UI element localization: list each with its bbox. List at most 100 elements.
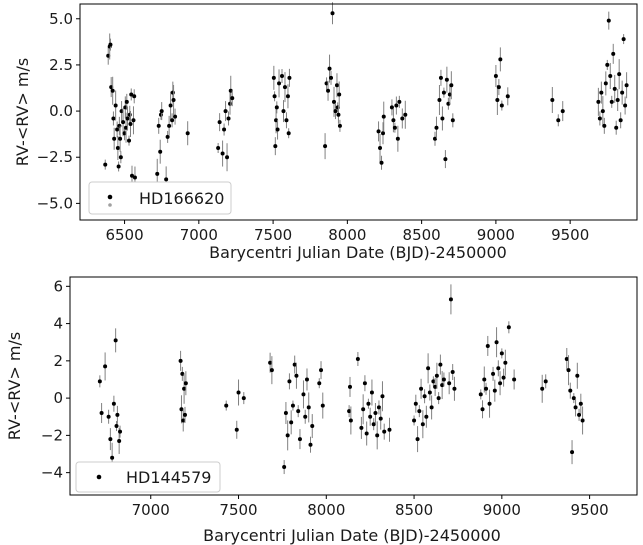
data-point <box>499 103 504 108</box>
data-point <box>603 81 608 86</box>
data-point <box>424 414 429 419</box>
data-point <box>103 364 108 369</box>
data-point <box>431 379 436 384</box>
data-point <box>127 112 132 117</box>
data-point <box>495 98 500 102</box>
data-point <box>121 120 126 125</box>
data-point <box>275 127 280 132</box>
data-point <box>624 83 629 88</box>
data-point <box>290 403 295 408</box>
y-ticks: −4 −2 0 2 4 6 <box>41 277 70 482</box>
data-point <box>597 116 602 121</box>
data-point <box>441 90 446 95</box>
data-point <box>124 99 129 104</box>
y-axis-label: RV-<RV> m/s <box>13 58 32 166</box>
data-point <box>491 371 496 376</box>
data-point <box>241 396 246 401</box>
data-point <box>427 390 432 395</box>
data-point <box>271 75 276 80</box>
chart-panel-hd166620: 6500 7000 7500 8000 8500 9000 9500 −5.0 −2.5 0.0… <box>13 2 638 262</box>
data-point <box>368 414 373 419</box>
data-point <box>609 99 614 104</box>
data-point <box>485 343 490 348</box>
data-point <box>220 151 225 156</box>
data-point <box>272 94 277 99</box>
data-point <box>155 171 160 176</box>
data-point <box>222 127 227 132</box>
data-point <box>362 381 367 386</box>
data-point <box>125 116 130 121</box>
data-point <box>448 297 453 302</box>
data-point <box>605 62 610 67</box>
data-point <box>329 75 334 80</box>
data-point <box>381 131 386 136</box>
data-point <box>612 86 617 91</box>
data-point <box>301 392 306 397</box>
data-point <box>575 373 580 378</box>
data-point <box>433 384 438 389</box>
x-tick-label: 7000 <box>180 226 218 244</box>
data-point <box>550 98 555 102</box>
data-point <box>99 411 104 416</box>
data-point <box>103 162 108 167</box>
data-point <box>415 437 420 442</box>
data-point <box>440 116 445 121</box>
data-point <box>129 173 134 178</box>
y-ticks: −5.0 −2.5 0.0 2.5 5.0 <box>37 10 80 212</box>
data-point <box>487 401 492 406</box>
data-point <box>323 144 328 149</box>
data-point <box>112 136 117 141</box>
data-point <box>156 123 161 128</box>
data-point <box>452 386 457 391</box>
data-point <box>420 422 425 427</box>
y-tick-label: −2 <box>41 426 63 444</box>
legend-marker <box>96 474 102 480</box>
data-point <box>225 155 230 160</box>
plot-frame <box>79 3 638 221</box>
data-point <box>391 118 396 123</box>
data-point <box>111 401 116 406</box>
y-tick-label: 2.5 <box>49 56 73 74</box>
data-point <box>484 386 489 391</box>
data-point <box>355 356 360 361</box>
data-point <box>183 381 188 386</box>
y-tick-label: 4 <box>53 315 63 333</box>
data-point <box>449 83 454 88</box>
data-point <box>571 396 576 401</box>
data-point <box>268 360 273 365</box>
data-point <box>327 66 332 71</box>
data-point <box>580 418 585 423</box>
data-point <box>159 109 164 114</box>
data-point <box>392 125 397 130</box>
data-point <box>306 405 311 410</box>
data-layer <box>97 284 585 475</box>
data-point <box>577 412 582 417</box>
data-point <box>173 114 178 119</box>
data-point <box>506 325 511 330</box>
data-point <box>379 160 384 165</box>
data-point <box>284 118 289 123</box>
data-point <box>132 175 137 180</box>
data-point <box>382 429 387 434</box>
data-point <box>127 138 132 143</box>
data-point <box>274 105 279 110</box>
data-point <box>482 377 487 382</box>
data-point <box>615 98 620 102</box>
data-point <box>273 144 278 149</box>
data-point <box>608 74 613 78</box>
y-tick-label: 0 <box>53 389 63 407</box>
data-point <box>501 375 506 380</box>
data-point <box>564 356 569 361</box>
legend: HD144579 <box>75 461 221 493</box>
data-point <box>447 381 452 386</box>
data-point <box>614 125 619 130</box>
data-point <box>230 96 235 101</box>
data-point <box>568 388 573 393</box>
data-point <box>620 90 625 95</box>
data-point <box>422 394 427 399</box>
data-point <box>165 134 170 139</box>
data-point <box>400 116 405 121</box>
x-tick-label: 9000 <box>477 226 515 244</box>
data-point <box>179 407 184 412</box>
